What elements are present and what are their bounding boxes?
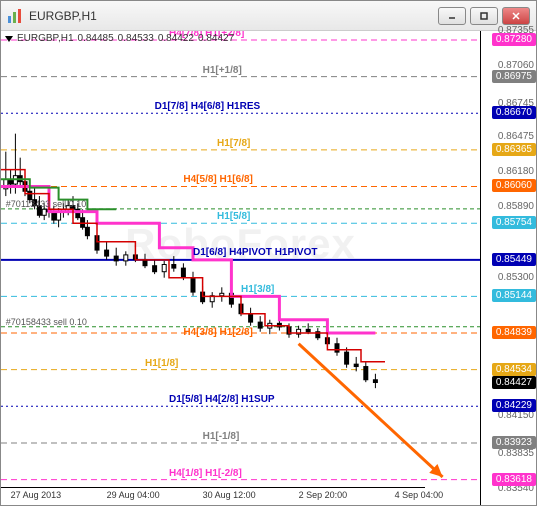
close-button[interactable] [502, 7, 530, 25]
symbol-label: EURGBP,H1 [17, 33, 74, 44]
minimize-button[interactable] [438, 7, 466, 25]
titlebar[interactable]: EURGBP,H1 [1, 1, 536, 31]
y-axis: 0.873550.870600.867450.864750.861800.858… [481, 31, 536, 505]
ohlc-open: 0.84485 [78, 33, 114, 44]
price-tag: 0.84839 [492, 326, 536, 339]
price-tag: 0.86670 [492, 106, 536, 119]
xaxis-label: 4 Sep 04:00 [395, 490, 444, 500]
price-tag: 0.86365 [492, 143, 536, 156]
xaxis-label: 29 Aug 04:00 [107, 490, 160, 500]
price-tag: 0.83923 [492, 436, 536, 449]
chart-header: EURGBP,H1 0.84485 0.84533 0.84422 0.8442… [5, 33, 234, 44]
price-tag: 0.84534 [492, 363, 536, 376]
price-tag: 0.83618 [492, 473, 536, 486]
ohlc-low: 0.84422 [158, 33, 194, 44]
price-tag: 0.85144 [492, 289, 536, 302]
price-tag: 0.86060 [492, 179, 536, 192]
price-tick: 0.85300 [498, 272, 534, 283]
xaxis-label: 2 Sep 20:00 [299, 490, 348, 500]
xaxis-label: 30 Aug 12:00 [203, 490, 256, 500]
price-tick: 0.83835 [498, 448, 534, 459]
plot-area[interactable]: EURGBP,H1 0.84485 0.84533 0.84422 0.8442… [1, 31, 481, 505]
xaxis-label: 27 Aug 2013 [11, 490, 62, 500]
ohlc-high: 0.84533 [118, 33, 154, 44]
price-tag: 0.87280 [492, 33, 536, 46]
chart-container: EURGBP,H1 0.84485 0.84533 0.84422 0.8442… [1, 31, 536, 505]
chart-window: EURGBP,H1 EURGBP,H1 0.84485 0.84533 0.84… [0, 0, 537, 506]
chart-icon [7, 8, 23, 24]
maximize-button[interactable] [470, 7, 498, 25]
price-tick: 0.86180 [498, 166, 534, 177]
price-tag: 0.85449 [492, 253, 536, 266]
price-tick: 0.85890 [498, 201, 534, 212]
price-tag: 0.84427 [492, 376, 536, 389]
ohlc-close: 0.84427 [198, 33, 234, 44]
x-axis: 27 Aug 2013 29 Aug 04:00 30 Aug 12:00 2 Sep… [1, 487, 425, 505]
price-tag: 0.84229 [492, 399, 536, 412]
window-title: EURGBP,H1 [29, 9, 438, 23]
price-tick: 0.86475 [498, 131, 534, 142]
price-tag: 0.85754 [492, 216, 536, 229]
window-controls [438, 7, 530, 25]
price-tag: 0.86975 [492, 70, 536, 83]
dropdown-icon[interactable] [5, 36, 13, 42]
